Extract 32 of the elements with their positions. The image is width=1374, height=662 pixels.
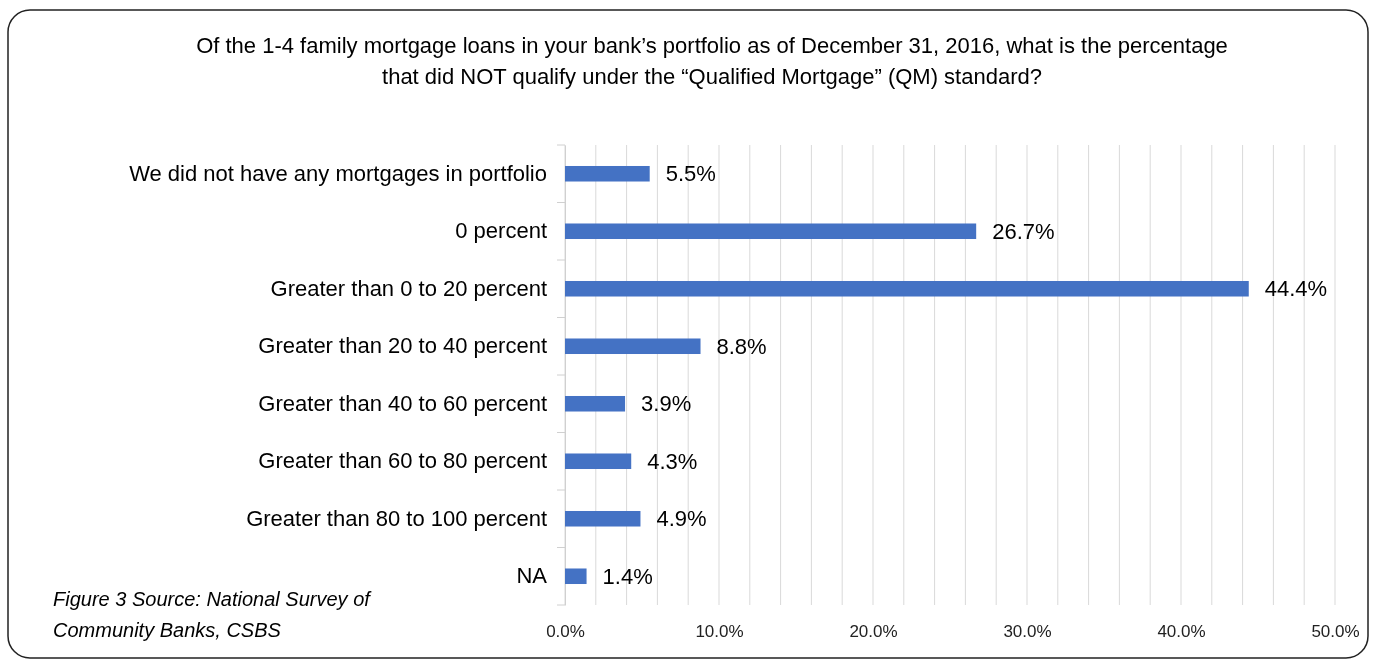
bar: [565, 338, 701, 355]
bar: [565, 510, 641, 527]
caption: Figure 3 Source: National Survey of Community Banks, CSBS: [53, 588, 373, 641]
y-tick-label: 0 percent: [455, 218, 547, 244]
bar: [565, 223, 977, 240]
data-label: 5.5%: [665, 161, 716, 187]
x-tick-label: 50.0%: [1311, 622, 1360, 642]
y-tick-label: NA: [516, 563, 548, 589]
data-label: 44.4%: [1264, 276, 1328, 302]
y-tick-label: Greater than 80 to 100 percent: [246, 505, 547, 531]
bar: [565, 568, 587, 585]
data-label: 26.7%: [992, 218, 1055, 244]
data-label: 1.4%: [602, 563, 653, 589]
y-tick-label: We did not have any mortgages in portfolio: [129, 160, 547, 186]
y-tick-label: Greater than 20 to 40 percent: [258, 333, 547, 359]
bar: [565, 165, 650, 182]
x-tick-label: 10.0%: [695, 622, 744, 642]
x-tick-label: 40.0%: [1157, 622, 1206, 642]
data-label: 3.9%: [641, 391, 692, 417]
chart-title: Of the 1-4 family mortgage loans in your bank’s portfolio as of December 31, 2016, what is the percentage that did NOT qualify under the “Qualified Mortgage” (QM) standard?: [196, 33, 1228, 89]
data-label: 8.8%: [716, 333, 767, 359]
y-tick-label: Greater than 60 to 80 percent: [258, 448, 547, 474]
y-tick-label: Greater than 40 to 60 percent: [258, 390, 547, 416]
x-tick-label: 20.0%: [849, 622, 898, 642]
x-tick-label: 30.0%: [1003, 622, 1052, 642]
data-label: 4.9%: [656, 506, 707, 532]
data-label: 4.3%: [647, 448, 698, 474]
bar: [565, 395, 626, 412]
bar: [565, 280, 1249, 297]
y-tick-label: Greater than 0 to 20 percent: [270, 275, 547, 301]
bar: [565, 453, 632, 470]
x-tick-label: 0.0%: [546, 622, 585, 642]
